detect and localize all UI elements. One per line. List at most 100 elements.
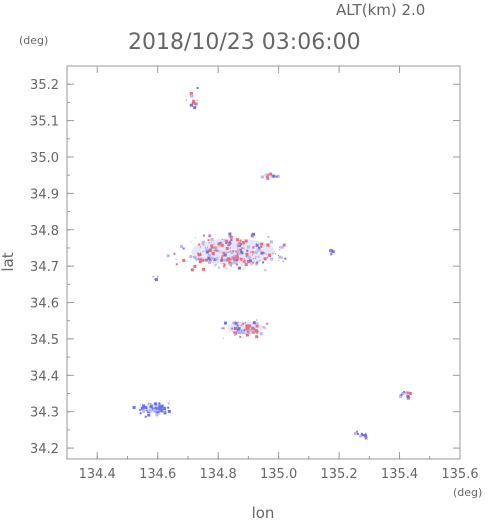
cluster-south-streak (353, 430, 368, 440)
data-point (246, 245, 250, 249)
y-tick-label: 35.1 (30, 115, 59, 130)
data-point (157, 411, 161, 415)
data-point (197, 252, 201, 256)
data-point (242, 247, 245, 250)
data-point (225, 239, 229, 243)
data-point (365, 432, 367, 434)
data-point (210, 237, 214, 241)
data-point (236, 250, 240, 254)
data-point (149, 404, 153, 408)
data-point (280, 245, 284, 249)
data-point (204, 258, 208, 262)
data-point (331, 250, 335, 254)
data-point (238, 248, 242, 252)
data-point (330, 253, 333, 256)
data-point (161, 407, 163, 409)
data-point (240, 247, 243, 250)
data-point (225, 251, 228, 254)
data-point (361, 434, 364, 437)
data-point (143, 405, 145, 407)
data-point (193, 255, 197, 259)
data-point (156, 411, 159, 414)
data-point (211, 251, 215, 255)
data-point (203, 251, 205, 253)
data-point (201, 241, 205, 245)
data-point (233, 254, 237, 258)
data-point (163, 406, 165, 408)
data-point (179, 261, 181, 263)
data-point (192, 98, 194, 100)
data-point (250, 234, 254, 238)
data-point (155, 407, 159, 411)
scatter-layer (132, 87, 412, 440)
data-point (242, 258, 245, 261)
data-point (161, 410, 164, 413)
data-point (221, 241, 223, 243)
data-point (251, 264, 253, 266)
data-point (251, 261, 254, 264)
data-point (150, 406, 153, 409)
data-point (154, 403, 156, 405)
data-point (213, 258, 217, 262)
cluster-west-dot (152, 275, 159, 282)
data-point (249, 333, 251, 335)
data-point (196, 87, 199, 90)
data-point (250, 233, 252, 235)
data-point (202, 251, 204, 253)
cluster-central-north (260, 172, 280, 180)
data-point (216, 263, 218, 265)
data-point (359, 434, 363, 438)
data-point (330, 254, 332, 256)
data-point (233, 321, 237, 325)
data-point (140, 406, 144, 410)
data-point (253, 246, 255, 248)
data-point (217, 266, 220, 269)
x-unit-label: (deg) (453, 486, 482, 499)
data-point (232, 250, 235, 253)
data-point (240, 331, 244, 335)
data-point (262, 251, 265, 254)
data-point (199, 253, 202, 256)
data-point (236, 253, 239, 256)
data-point (193, 264, 197, 268)
data-point (255, 330, 259, 334)
y-tick-label: 34.3 (30, 406, 59, 421)
data-point (273, 177, 275, 179)
data-point (194, 257, 198, 261)
y-unit-label: (deg) (19, 34, 48, 47)
data-point (229, 250, 232, 253)
data-point (158, 404, 162, 408)
data-point (189, 103, 193, 107)
data-point (353, 431, 357, 435)
data-point (260, 175, 264, 179)
data-point (278, 260, 280, 262)
data-point (191, 106, 193, 108)
data-point (246, 325, 248, 327)
data-point (220, 251, 222, 253)
data-point (199, 258, 202, 261)
data-point (238, 332, 240, 334)
data-point (200, 257, 202, 259)
data-point (210, 241, 212, 243)
data-point (145, 409, 147, 411)
y-tick-label: 35.0 (30, 151, 59, 166)
data-point (205, 248, 209, 252)
data-point (249, 326, 251, 328)
data-point (195, 103, 197, 105)
data-point (270, 257, 274, 261)
data-point (256, 319, 258, 321)
data-point (164, 410, 166, 412)
data-point (250, 263, 252, 265)
data-point (265, 253, 267, 255)
data-point (235, 255, 239, 259)
x-axis-label: lon (252, 504, 275, 521)
data-point (153, 278, 155, 280)
data-point (215, 249, 218, 252)
data-point (236, 328, 240, 332)
data-point (191, 101, 195, 105)
data-point (157, 407, 160, 410)
data-point (182, 258, 186, 262)
data-point (243, 258, 245, 260)
data-point (267, 235, 270, 238)
